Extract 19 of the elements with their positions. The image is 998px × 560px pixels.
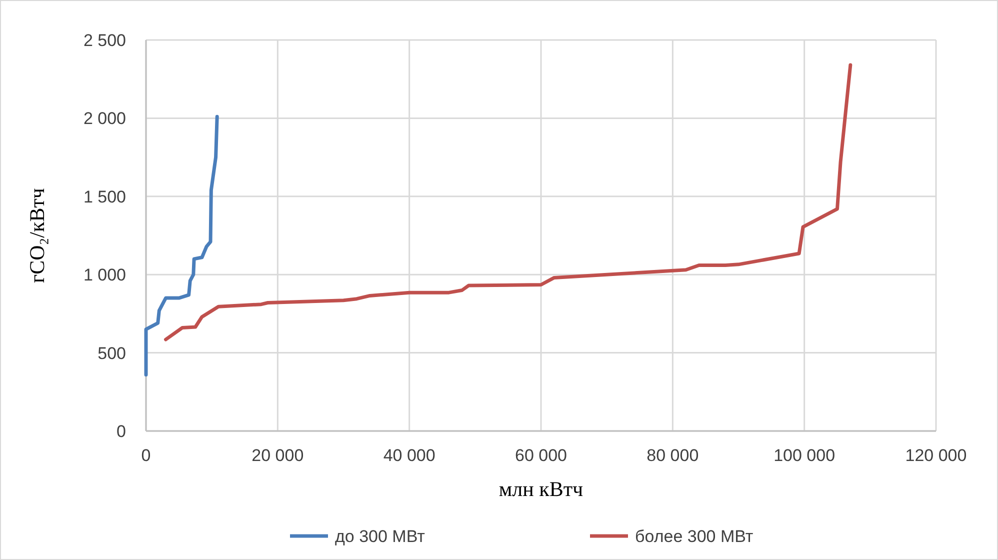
x-tick-label: 80 000 <box>646 446 699 465</box>
x-tick-label: 20 000 <box>252 446 304 465</box>
y-tick-label: 0 <box>116 422 126 441</box>
y-tick-label: 1 000 <box>83 266 126 285</box>
y-tick-label: 2 500 <box>83 30 126 50</box>
line-series <box>164 63 852 342</box>
y-tick-label: 2 000 <box>83 109 126 128</box>
x-tick-label: 0 <box>141 446 151 465</box>
legend-label: более 300 МВт <box>635 526 754 546</box>
x-tick-label: 40 000 <box>383 446 436 465</box>
y-tick-label: 1 500 <box>83 187 126 206</box>
y-tick-label: 500 <box>98 344 126 363</box>
x-tick-label: 120 000 <box>905 446 967 465</box>
x-axis-title: млн кВтч <box>498 477 584 501</box>
line-series <box>144 114 219 376</box>
x-tick-label: 60 000 <box>515 446 567 465</box>
x-tick-label: 100 000 <box>774 446 836 465</box>
y-axis-title: гCO₂/кВтч <box>25 188 49 283</box>
legend-label: до 300 МВт <box>335 526 426 546</box>
